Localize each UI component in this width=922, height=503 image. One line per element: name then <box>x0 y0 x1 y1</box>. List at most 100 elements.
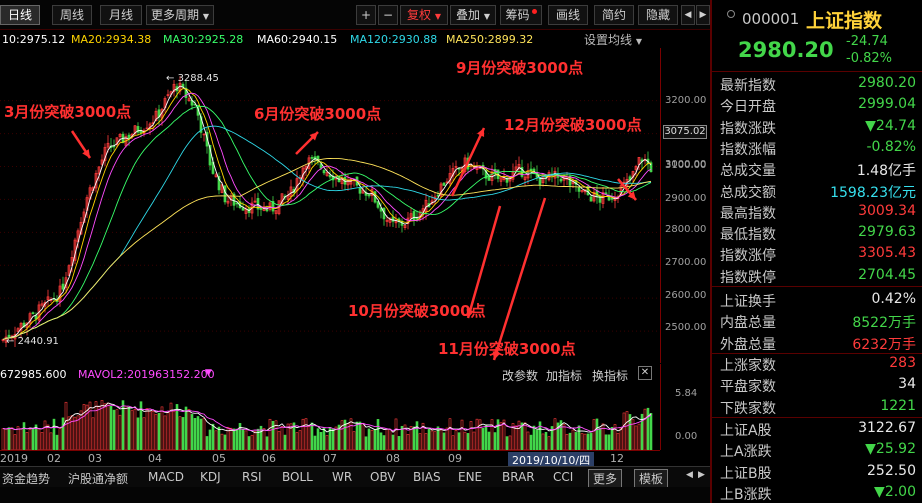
price-tick: 3100.00 <box>665 160 707 171</box>
volume-bar <box>85 404 89 450</box>
tab-brar[interactable]: BRAR <box>502 470 535 484</box>
add-indicator-button[interactable]: 加指标 <box>546 369 583 383</box>
volume-bar <box>220 433 224 450</box>
simple-mode-button[interactable]: 简约 <box>594 5 634 25</box>
nav-prev-icon[interactable]: ◀ <box>686 470 693 480</box>
annotation-arrow <box>492 197 547 361</box>
volume-bar <box>481 428 485 450</box>
volume-bar <box>94 401 98 450</box>
candlestick-chart[interactable] <box>0 48 660 364</box>
annotation-arrows <box>70 127 637 361</box>
ma-settings-button[interactable]: 设置均线 ▼ <box>584 31 642 48</box>
volume-bar <box>535 429 539 450</box>
stat-value: 3122.67 <box>858 420 916 436</box>
chevron-down-icon[interactable]: ▼ <box>205 368 212 378</box>
candle-body <box>145 127 149 130</box>
overlay-dropdown[interactable]: 叠加 ▼ <box>450 5 496 25</box>
nav-next-icon[interactable]: ▶ <box>696 5 710 25</box>
annotation-november: 11月份突破3000点 <box>438 340 576 358</box>
candle-body <box>103 147 107 161</box>
stat-row: 上证换手 0.42% <box>712 289 922 310</box>
date-axis: 2019 02 03 04 05 06 07 08 09 12 2019/10/… <box>0 450 660 468</box>
template-button[interactable]: 模板 <box>634 469 669 488</box>
candle-body <box>316 155 320 162</box>
stat-value: 3009.34 <box>858 202 916 219</box>
volume-bar <box>547 436 551 450</box>
volume-bar <box>553 418 557 450</box>
volume-bar <box>376 419 380 450</box>
volume-bar <box>325 435 329 450</box>
tab-bias[interactable]: BIAS <box>413 470 441 484</box>
edit-params-button[interactable]: 改参数 <box>502 369 539 383</box>
date-tick: 12 <box>610 452 624 465</box>
candle-body <box>385 219 389 222</box>
volume-bar <box>631 419 635 450</box>
tab-rsi[interactable]: RSI <box>242 470 262 484</box>
stat-row: 平盘家数 34 <box>712 374 922 395</box>
quote-header: 000001 上证指数 2980.20 -24.74 -0.82% <box>712 0 922 72</box>
adjust-dropdown[interactable]: 复权 ▼ <box>400 5 448 25</box>
stat-row: 总成交量 1.48亿手 <box>712 158 922 179</box>
volume-bar <box>178 416 182 450</box>
nav-prev-icon[interactable]: ◀ <box>681 5 695 25</box>
period-week-button[interactable]: 周线 <box>52 5 92 25</box>
tab-boll[interactable]: BOLL <box>282 470 313 484</box>
period-day-button[interactable]: 日线 <box>0 5 40 25</box>
tab-obv[interactable]: OBV <box>370 470 396 484</box>
switch-indicator-button[interactable]: 换指标 <box>592 369 629 383</box>
more-tabs-button[interactable]: 更多 <box>588 469 623 488</box>
close-icon[interactable]: ✕ <box>638 366 652 380</box>
stat-label: 平盘家数 <box>720 379 776 396</box>
stat-row: 上证B股 252.50 <box>712 461 922 482</box>
volume-bar <box>55 434 59 450</box>
stat-row: 总成交额 1598.23亿元 <box>712 180 922 201</box>
volume-bar <box>541 433 545 450</box>
volume-bar <box>145 408 149 450</box>
volume-bar <box>97 405 101 450</box>
volume-header: 672985.600 MAVOL2:201963152.200 ▼ 改参数 加指… <box>0 364 660 384</box>
volume-bar <box>160 406 164 450</box>
volume-bar <box>43 420 47 450</box>
search-icon[interactable] <box>727 10 735 18</box>
volume-bar <box>403 424 407 450</box>
zoom-in-button[interactable]: + <box>356 5 376 25</box>
hide-button[interactable]: 隐藏 <box>638 5 678 25</box>
tab-wr[interactable]: WR <box>332 470 353 484</box>
volume-bar <box>148 408 152 450</box>
tab-macd[interactable]: MACD <box>148 470 184 484</box>
nav-next-icon[interactable]: ▶ <box>698 470 705 480</box>
volume-bar <box>634 425 638 450</box>
tab-cci[interactable]: CCI <box>553 470 574 484</box>
volume-bar <box>34 424 38 450</box>
price-tick: 2700.00 <box>665 257 707 268</box>
tab-northbound[interactable]: 沪股通净额 <box>68 472 129 486</box>
volume-chart[interactable] <box>0 384 660 450</box>
candle-body <box>40 303 44 306</box>
stat-row: 上证A股 3122.67 <box>712 418 922 439</box>
candle-body <box>601 192 605 204</box>
zoom-out-button[interactable]: − <box>378 5 398 25</box>
candle-body <box>265 209 269 212</box>
volume-bar <box>571 429 575 450</box>
ma20-value: MA20:2934.38 <box>71 33 152 46</box>
stat-label: 指数涨停 <box>720 248 776 265</box>
volume-bar <box>64 401 68 450</box>
stat-value: ▼2.00 <box>874 483 916 500</box>
price-tick: 2600.00 <box>665 290 707 301</box>
tab-ene[interactable]: ENE <box>458 470 483 484</box>
more-periods-dropdown[interactable]: 更多周期 ▼ <box>146 5 214 25</box>
date-tick: 06 <box>262 452 276 465</box>
date-tick: 09 <box>448 452 462 465</box>
candle-body <box>484 170 488 179</box>
draw-line-button[interactable]: 画线 <box>548 5 588 25</box>
volume-bar <box>406 434 410 450</box>
tab-kdj[interactable]: KDJ <box>200 470 221 484</box>
panel-divider <box>712 352 922 354</box>
chips-button[interactable]: 筹码 <box>500 5 542 25</box>
tab-fund-trend[interactable]: 资金趋势 <box>2 472 51 486</box>
candle-body <box>97 166 101 175</box>
candle-body <box>226 200 230 204</box>
volume-bar <box>283 434 287 450</box>
period-month-button[interactable]: 月线 <box>100 5 142 25</box>
volume-bar <box>280 426 284 450</box>
